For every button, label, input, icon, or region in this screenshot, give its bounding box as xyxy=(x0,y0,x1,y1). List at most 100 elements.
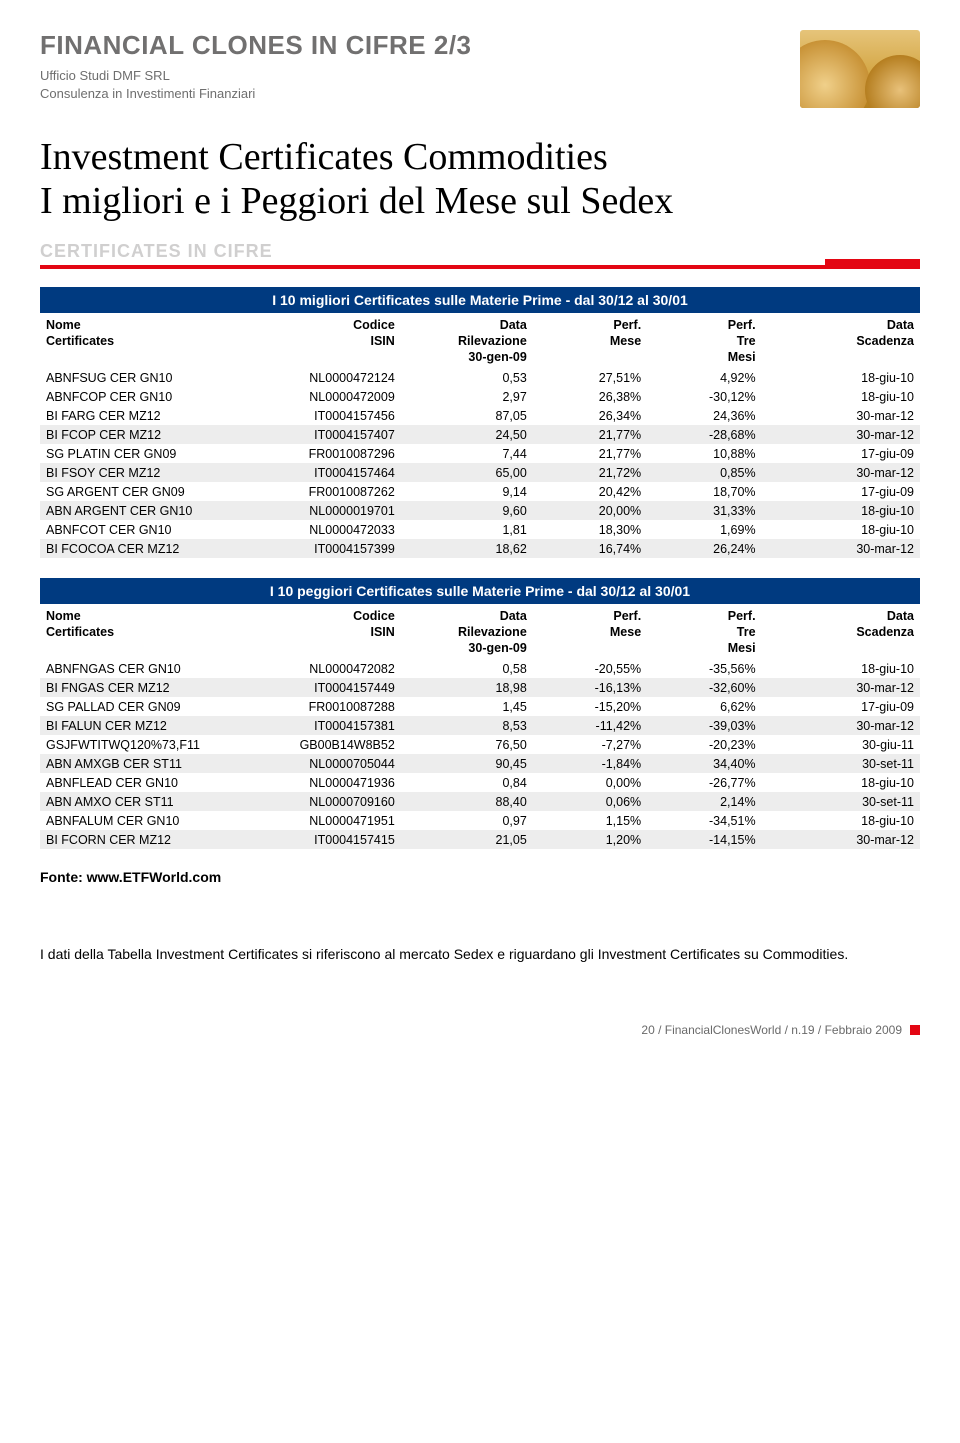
cell-pm: 0,00% xyxy=(533,773,647,792)
cell-pt: 2,14% xyxy=(647,792,761,811)
cell-pm: 1,15% xyxy=(533,811,647,830)
col-scadenza: DataScadenza xyxy=(762,606,920,659)
cell-n: GSJFWTITWQ120%73,F11 xyxy=(40,735,242,754)
cell-pt: -26,77% xyxy=(647,773,761,792)
cell-d: 0,97 xyxy=(401,811,533,830)
cell-i: NL0000709160 xyxy=(242,792,400,811)
doc-subtitle-block: Ufficio Studi DMF SRL Consulenza in Inve… xyxy=(40,67,472,102)
cell-pt: 31,33% xyxy=(647,501,761,520)
col-data: DataRilevazione30-gen-09 xyxy=(401,315,533,368)
cell-n: ABNFALUM CER GN10 xyxy=(40,811,242,830)
cell-s: 30-mar-12 xyxy=(762,716,920,735)
cell-s: 18-giu-10 xyxy=(762,501,920,520)
cell-n: ABN AMXGB CER ST11 xyxy=(40,754,242,773)
headline-line-1: Investment Certificates Commodities xyxy=(40,136,608,178)
cell-pt: -28,68% xyxy=(647,425,761,444)
table-row: ABNFALUM CER GN10NL00004719510,971,15%-3… xyxy=(40,811,920,830)
cell-i: FR0010087262 xyxy=(242,482,400,501)
cell-pm: -7,27% xyxy=(533,735,647,754)
cell-i: IT0004157381 xyxy=(242,716,400,735)
table-row: BI FCOCOA CER MZ12IT000415739918,6216,74… xyxy=(40,539,920,558)
cell-n: BI FCOP CER MZ12 xyxy=(40,425,242,444)
cell-i: IT0004157407 xyxy=(242,425,400,444)
cell-pm: 26,34% xyxy=(533,406,647,425)
cell-s: 17-giu-09 xyxy=(762,697,920,716)
col-perf-mese: Perf.Mese xyxy=(533,315,647,368)
article-headline: Investment Certificates Commodities I mi… xyxy=(40,136,920,223)
cell-s: 18-giu-10 xyxy=(762,659,920,678)
cell-pm: -11,42% xyxy=(533,716,647,735)
cell-d: 65,00 xyxy=(401,463,533,482)
cell-n: ABNFCOT CER GN10 xyxy=(40,520,242,539)
table-row: ABN AMXO CER ST11NL000070916088,400,06%2… xyxy=(40,792,920,811)
cell-n: BI FALUN CER MZ12 xyxy=(40,716,242,735)
cell-i: NL0000705044 xyxy=(242,754,400,773)
cell-pm: 1,20% xyxy=(533,830,647,849)
cell-d: 9,14 xyxy=(401,482,533,501)
best-table-head: NomeCertificates CodiceISIN DataRilevazi… xyxy=(40,315,920,368)
table-row: ABNFCOP CER GN10NL00004720092,9726,38%-3… xyxy=(40,387,920,406)
cell-pt: 10,88% xyxy=(647,444,761,463)
table-row: BI FCORN CER MZ12IT000415741521,051,20%-… xyxy=(40,830,920,849)
cell-n: ABN AMXO CER ST11 xyxy=(40,792,242,811)
cell-s: 18-giu-10 xyxy=(762,773,920,792)
cell-s: 18-giu-10 xyxy=(762,387,920,406)
cell-pt: -32,60% xyxy=(647,678,761,697)
cell-d: 76,50 xyxy=(401,735,533,754)
cell-s: 30-mar-12 xyxy=(762,425,920,444)
cell-d: 1,81 xyxy=(401,520,533,539)
col-perf-tre: Perf.TreMesi xyxy=(647,606,761,659)
cell-d: 24,50 xyxy=(401,425,533,444)
cell-pm: -16,13% xyxy=(533,678,647,697)
cell-i: NL0000472033 xyxy=(242,520,400,539)
col-perf-tre: Perf.TreMesi xyxy=(647,315,761,368)
table-row: SG ARGENT CER GN09FR00100872629,1420,42%… xyxy=(40,482,920,501)
cell-pm: 26,38% xyxy=(533,387,647,406)
cell-d: 0,53 xyxy=(401,368,533,387)
cell-s: 30-mar-12 xyxy=(762,678,920,697)
cell-d: 2,97 xyxy=(401,387,533,406)
cell-pt: 24,36% xyxy=(647,406,761,425)
cell-i: IT0004157464 xyxy=(242,463,400,482)
col-perf-mese: Perf.Mese xyxy=(533,606,647,659)
cell-n: ABNFSUG CER GN10 xyxy=(40,368,242,387)
cell-n: BI FCORN CER MZ12 xyxy=(40,830,242,849)
cell-pt: 1,69% xyxy=(647,520,761,539)
cell-s: 18-giu-10 xyxy=(762,520,920,539)
col-isin: CodiceISIN xyxy=(242,315,400,368)
cell-d: 21,05 xyxy=(401,830,533,849)
cell-pt: -14,15% xyxy=(647,830,761,849)
cell-pm: 18,30% xyxy=(533,520,647,539)
cell-pt: -30,12% xyxy=(647,387,761,406)
publisher-line-2: Consulenza in Investimenti Finanziari xyxy=(40,85,472,103)
cell-pm: 0,06% xyxy=(533,792,647,811)
best-table: NomeCertificates CodiceISIN DataRilevazi… xyxy=(40,315,920,558)
cell-pt: -39,03% xyxy=(647,716,761,735)
cell-i: NL0000472082 xyxy=(242,659,400,678)
cell-pt: -34,51% xyxy=(647,811,761,830)
red-divider xyxy=(40,265,920,269)
col-scadenza: DataScadenza xyxy=(762,315,920,368)
page-footer: 20 / FinancialClonesWorld / n.19 / Febbr… xyxy=(40,1023,920,1037)
cell-d: 87,05 xyxy=(401,406,533,425)
cell-i: IT0004157456 xyxy=(242,406,400,425)
cell-i: FR0010087288 xyxy=(242,697,400,716)
cell-n: ABNFLEAD CER GN10 xyxy=(40,773,242,792)
cell-s: 18-giu-10 xyxy=(762,368,920,387)
cell-s: 30-mar-12 xyxy=(762,463,920,482)
cell-pm: -20,55% xyxy=(533,659,647,678)
table-row: ABNFSUG CER GN10NL00004721240,5327,51%4,… xyxy=(40,368,920,387)
cell-pt: 6,62% xyxy=(647,697,761,716)
col-nome: NomeCertificates xyxy=(40,315,242,368)
cell-s: 18-giu-10 xyxy=(762,811,920,830)
table-row: BI FNGAS CER MZ12IT000415744918,98-16,13… xyxy=(40,678,920,697)
worst-table-head: NomeCertificates CodiceISIN DataRilevazi… xyxy=(40,606,920,659)
table-row: ABN ARGENT CER GN10NL00000197019,6020,00… xyxy=(40,501,920,520)
cell-s: 30-giu-11 xyxy=(762,735,920,754)
cell-i: NL0000471936 xyxy=(242,773,400,792)
cell-d: 1,45 xyxy=(401,697,533,716)
cell-n: BI FNGAS CER MZ12 xyxy=(40,678,242,697)
cell-s: 30-mar-12 xyxy=(762,830,920,849)
cell-pt: 18,70% xyxy=(647,482,761,501)
cell-pt: 4,92% xyxy=(647,368,761,387)
